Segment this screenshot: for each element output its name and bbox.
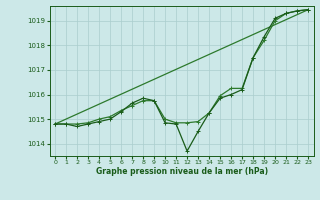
X-axis label: Graphe pression niveau de la mer (hPa): Graphe pression niveau de la mer (hPa) <box>96 167 268 176</box>
